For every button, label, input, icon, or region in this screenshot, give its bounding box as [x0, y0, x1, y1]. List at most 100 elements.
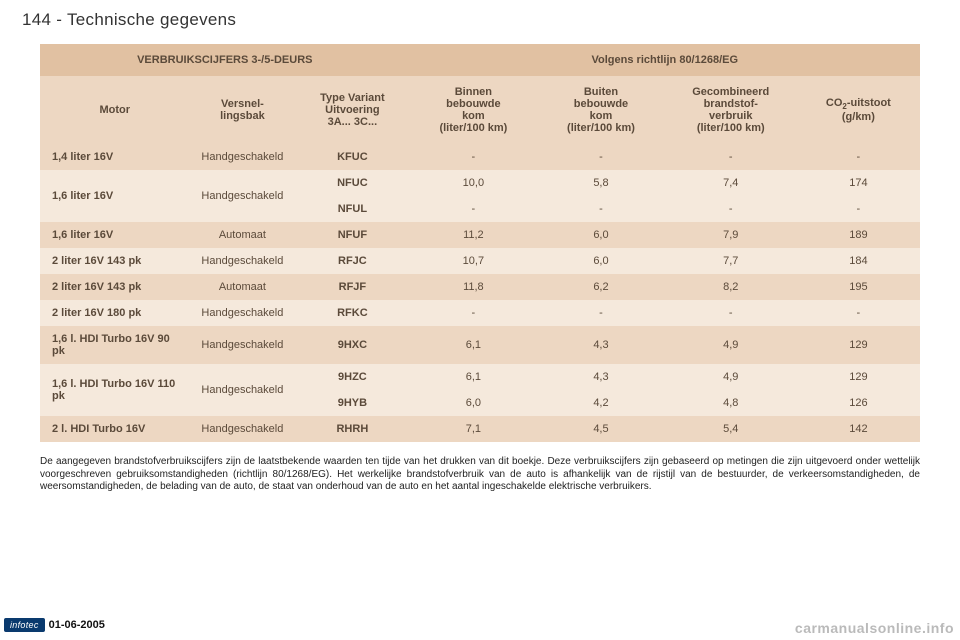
- cell-combined: 7,4: [665, 170, 797, 196]
- cell-gearbox: Automaat: [190, 274, 296, 300]
- cell-extra: 4,3: [537, 326, 665, 364]
- cell-gearbox: Automaat: [190, 222, 296, 248]
- cell-gearbox: Handgeschakeld: [190, 416, 296, 442]
- section-title: Technische gegevens: [67, 10, 236, 29]
- cell-urban: 6,1: [410, 364, 538, 390]
- watermark: carmanualsonline.info: [795, 620, 954, 636]
- infotec-logo: infotec: [4, 618, 45, 632]
- cell-extra: 4,5: [537, 416, 665, 442]
- table-row: 1,6 liter 16VHandgeschakeldNFUC10,05,87,…: [40, 170, 920, 196]
- cell-combined: 4,9: [665, 326, 797, 364]
- cell-urban: -: [410, 196, 538, 222]
- cell-type: 9HZC: [295, 364, 409, 390]
- cell-type: 9HYB: [295, 390, 409, 416]
- cell-motor: 1,6 l. HDI Turbo 16V 90 pk: [40, 326, 190, 364]
- cell-urban: -: [410, 300, 538, 326]
- cell-gearbox: Handgeschakeld: [190, 248, 296, 274]
- top-header-right: Volgens richtlijn 80/1268/EG: [410, 44, 920, 76]
- cell-co2: 126: [797, 390, 920, 416]
- header-separator: -: [56, 10, 67, 29]
- cell-co2: 129: [797, 364, 920, 390]
- cell-motor: 2 liter 16V 180 pk: [40, 300, 190, 326]
- cell-type: NFUL: [295, 196, 409, 222]
- col-type: Type VariantUitvoering3A... 3C...: [295, 76, 409, 144]
- fuel-consumption-table: VERBRUIKSCIJFERS 3-/5-DEURS Volgens rich…: [40, 44, 920, 442]
- cell-type: NFUC: [295, 170, 409, 196]
- table-row: 1,6 l. HDI Turbo 16V 110 pkHandgeschakel…: [40, 364, 920, 390]
- cell-co2: 184: [797, 248, 920, 274]
- footer-bar: infotec 01-06-2005: [0, 616, 105, 634]
- cell-gearbox: Handgeschakeld: [190, 326, 296, 364]
- cell-extra: 6,0: [537, 222, 665, 248]
- cell-combined: 4,9: [665, 364, 797, 390]
- cell-type: RFJC: [295, 248, 409, 274]
- top-header-left: VERBRUIKSCIJFERS 3-/5-DEURS: [40, 44, 410, 76]
- table-row: 2 l. HDI Turbo 16VHandgeschakeldRHRH7,14…: [40, 416, 920, 442]
- table-row: 2 liter 16V 180 pkHandgeschakeldRFKC----: [40, 300, 920, 326]
- cell-gearbox: Handgeschakeld: [190, 144, 296, 170]
- cell-extra: -: [537, 144, 665, 170]
- cell-urban: 11,8: [410, 274, 538, 300]
- table-row: 2 liter 16V 143 pkAutomaatRFJF11,86,28,2…: [40, 274, 920, 300]
- cell-co2: -: [797, 144, 920, 170]
- cell-urban: 7,1: [410, 416, 538, 442]
- cell-extra: 6,2: [537, 274, 665, 300]
- cell-extra: -: [537, 300, 665, 326]
- cell-co2: 189: [797, 222, 920, 248]
- col-motor: Motor: [40, 76, 190, 144]
- cell-co2: 174: [797, 170, 920, 196]
- cell-motor: 2 l. HDI Turbo 16V: [40, 416, 190, 442]
- col-gearbox: Versnel-lingsbak: [190, 76, 296, 144]
- table-row: 2 liter 16V 143 pkHandgeschakeldRFJC10,7…: [40, 248, 920, 274]
- cell-gearbox: Handgeschakeld: [190, 300, 296, 326]
- cell-extra: 4,3: [537, 364, 665, 390]
- table-row: 1,6 l. HDI Turbo 16V 90 pkHandgeschakeld…: [40, 326, 920, 364]
- footer-date: 01-06-2005: [49, 619, 105, 631]
- cell-extra: -: [537, 196, 665, 222]
- cell-combined: -: [665, 144, 797, 170]
- cell-type: KFUC: [295, 144, 409, 170]
- cell-type: RFKC: [295, 300, 409, 326]
- cell-co2: 129: [797, 326, 920, 364]
- cell-extra: 6,0: [537, 248, 665, 274]
- co2-suffix: -uitstoot(g/km): [842, 97, 891, 123]
- cell-combined: 5,4: [665, 416, 797, 442]
- col-co2: CO2-uitstoot(g/km): [797, 76, 920, 144]
- cell-urban: 10,0: [410, 170, 538, 196]
- cell-combined: 8,2: [665, 274, 797, 300]
- cell-type: RHRH: [295, 416, 409, 442]
- page-header: 144 - Technische gegevens: [0, 0, 960, 44]
- footnote: De aangegeven brandstofverbruikscijfers …: [0, 442, 960, 494]
- cell-extra: 5,8: [537, 170, 665, 196]
- col-combined: Gecombineerdbrandstof-verbruik(liter/100…: [665, 76, 797, 144]
- cell-co2: -: [797, 300, 920, 326]
- cell-co2: 195: [797, 274, 920, 300]
- cell-type: 9HXC: [295, 326, 409, 364]
- cell-type: RFJF: [295, 274, 409, 300]
- cell-gearbox: Handgeschakeld: [190, 364, 296, 416]
- table-row: 1,6 liter 16VAutomaatNFUF11,26,07,9189: [40, 222, 920, 248]
- cell-combined: 4,8: [665, 390, 797, 416]
- fuel-consumption-table-wrap: VERBRUIKSCIJFERS 3-/5-DEURS Volgens rich…: [0, 44, 960, 442]
- page-number: 144: [22, 10, 51, 29]
- cell-extra: 4,2: [537, 390, 665, 416]
- cell-urban: -: [410, 144, 538, 170]
- table-body: 1,4 liter 16VHandgeschakeldKFUC----1,6 l…: [40, 144, 920, 442]
- cell-motor: 1,6 liter 16V: [40, 170, 190, 222]
- cell-combined: 7,9: [665, 222, 797, 248]
- cell-motor: 1,4 liter 16V: [40, 144, 190, 170]
- cell-gearbox: Handgeschakeld: [190, 170, 296, 222]
- col-urban: Binnenbebouwdekom(liter/100 km): [410, 76, 538, 144]
- cell-combined: 7,7: [665, 248, 797, 274]
- table-row: 1,4 liter 16VHandgeschakeldKFUC----: [40, 144, 920, 170]
- cell-motor: 1,6 liter 16V: [40, 222, 190, 248]
- col-extra: Buitenbebouwdekom(liter/100 km): [537, 76, 665, 144]
- cell-combined: -: [665, 300, 797, 326]
- cell-urban: 11,2: [410, 222, 538, 248]
- cell-urban: 10,7: [410, 248, 538, 274]
- cell-type: NFUF: [295, 222, 409, 248]
- cell-motor: 1,6 l. HDI Turbo 16V 110 pk: [40, 364, 190, 416]
- cell-urban: 6,0: [410, 390, 538, 416]
- cell-urban: 6,1: [410, 326, 538, 364]
- co2-prefix: CO: [826, 97, 843, 109]
